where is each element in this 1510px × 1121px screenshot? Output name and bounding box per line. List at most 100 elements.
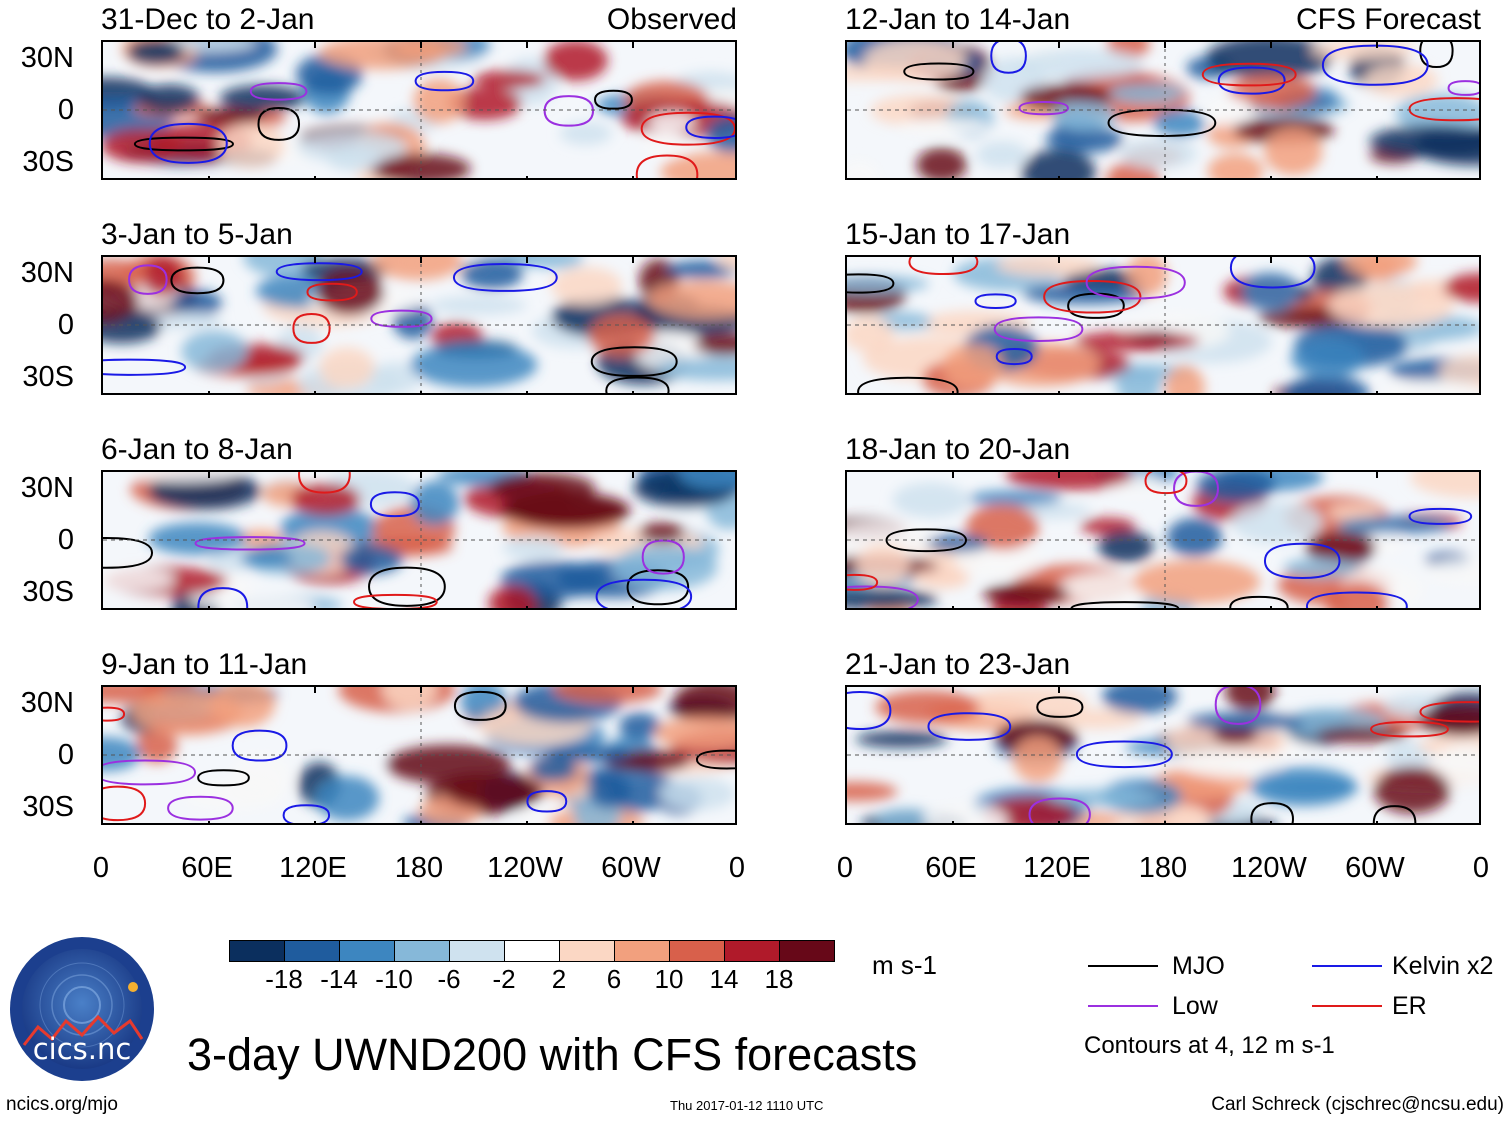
anomaly-blob (1381, 380, 1479, 393)
anomaly-blob (976, 141, 1028, 169)
anomaly-blob (1241, 272, 1301, 311)
x-tick-label: 0 (728, 852, 746, 884)
anomaly-field (847, 42, 1479, 178)
contour-line (1043, 280, 1142, 314)
anomaly-blob (1443, 273, 1479, 303)
anomaly-blob (968, 490, 1063, 507)
map-field (845, 40, 1481, 180)
contour-line (847, 573, 879, 591)
panel-title: 6-Jan to 8-Jan (101, 433, 293, 466)
anomaly-blob (211, 687, 276, 728)
figure-title: 3-day UWND200 with CFS forecasts (187, 1029, 918, 1080)
contour-line (197, 587, 249, 608)
contour-line (370, 309, 433, 328)
anomaly-blob (1116, 368, 1161, 393)
anomaly-blob (658, 777, 735, 811)
anomaly-blob (647, 280, 735, 319)
contour-line (1419, 42, 1454, 69)
legend-line-kelvin (1312, 965, 1382, 967)
anomaly-field (103, 472, 735, 608)
colorbar-label: -10 (375, 964, 413, 994)
panel-title: 12-Jan to 14-Jan (845, 3, 1071, 36)
contour-line (103, 358, 187, 376)
anomaly-blob (1119, 138, 1198, 169)
panel-title: 15-Jan to 17-Jan (845, 218, 1071, 251)
legend-note: Contours at 4, 12 m s-1 (1084, 1032, 1335, 1059)
anomaly-blob (217, 123, 285, 169)
contour-line (990, 42, 1027, 74)
legend-line-low (1088, 1005, 1158, 1007)
anomaly-blob (1328, 283, 1454, 328)
map-field (845, 685, 1481, 825)
anomaly-blob (127, 42, 185, 65)
colorbar-label: 18 (764, 964, 794, 994)
anomaly-blob (1410, 472, 1479, 498)
anomaly-blob (1225, 687, 1276, 711)
anomaly-field (847, 687, 1479, 823)
website-link[interactable]: ncics.org/mjo (6, 1094, 118, 1115)
anomaly-blob (1395, 93, 1479, 134)
contour-line (1144, 472, 1188, 495)
contour-line (1173, 472, 1219, 507)
colorbar-swatch (779, 940, 835, 962)
contour-line (1067, 292, 1125, 319)
legend-line-mjo (1088, 965, 1158, 967)
colorbar-label: -14 (320, 964, 358, 994)
legend-label-er: ER (1392, 992, 1427, 1020)
contour-line (282, 804, 331, 823)
contour-line (641, 539, 685, 575)
y-tick-label: 30N (20, 257, 74, 289)
anomaly-blob (369, 153, 471, 178)
anomaly-blob (103, 128, 182, 163)
anomaly-blob (1284, 374, 1370, 393)
anomaly-blob (996, 257, 1099, 277)
contour-line (1229, 595, 1289, 608)
anomaly-blob (530, 757, 577, 782)
x-tick-label: 120E (279, 852, 347, 884)
y-tick-label: 30N (20, 472, 74, 504)
anomaly-blob (1047, 708, 1142, 729)
anomaly-blob (473, 70, 546, 89)
anomaly-blob (290, 483, 361, 516)
map-field (101, 470, 737, 610)
anomaly-blob (875, 690, 981, 724)
anomaly-field (847, 472, 1479, 608)
panel-title: 21-Jan to 23-Jan (845, 648, 1071, 681)
x-tick-label: 0 (1472, 852, 1490, 884)
anomaly-blob (1363, 63, 1438, 97)
colorbar-swatch (394, 940, 450, 962)
anomaly-blob (892, 482, 969, 518)
anomaly-blob (1264, 127, 1323, 176)
legend-label-kelvin: Kelvin x2 (1392, 952, 1494, 980)
cics-logo: cics.nc (8, 935, 156, 1083)
contour-line (847, 585, 919, 608)
contour-line (1370, 721, 1449, 738)
anomaly-blob (148, 522, 248, 555)
anomaly-blob (864, 42, 967, 82)
colorbar-swatch (559, 940, 615, 962)
anomaly-blob (1021, 149, 1096, 178)
column-label-observed: Observed (606, 3, 737, 36)
anomaly-blob (1434, 743, 1479, 787)
contour-line (257, 107, 301, 141)
contour-line (1305, 591, 1408, 608)
contour-line (1085, 265, 1186, 300)
y-tick-label: 30S (22, 576, 74, 608)
anomaly-blob (1325, 581, 1389, 608)
contour-line (594, 89, 633, 110)
anomaly-blob (372, 257, 464, 281)
anomaly-blob (181, 330, 248, 373)
anomaly-blob (1074, 331, 1200, 351)
contour-line (1107, 108, 1217, 138)
anomaly-blob (543, 42, 608, 81)
anomaly-blob (926, 534, 989, 553)
contour-line (974, 293, 1017, 309)
contour-line (1201, 62, 1297, 87)
anomaly-blob (717, 257, 735, 271)
anomaly-blob (1316, 726, 1407, 743)
contour-line (1447, 80, 1479, 96)
anomaly-blob (1012, 735, 1063, 783)
anomaly-blob (847, 588, 939, 608)
panel-forecast-1: 12-Jan to 14-Jan CFS Forecast (845, 3, 1481, 180)
colorbar-swatch (339, 940, 395, 962)
